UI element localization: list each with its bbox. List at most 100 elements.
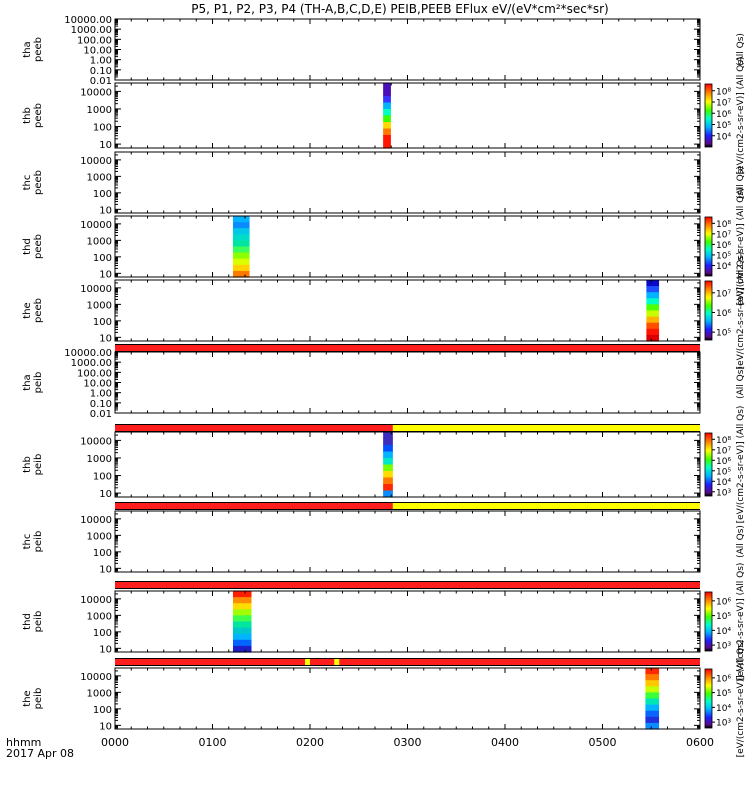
status-bar-segment xyxy=(115,582,700,588)
y-tick-label: 1000.00 xyxy=(71,25,112,36)
y-tick-label: 1000.00 xyxy=(71,358,112,369)
colorbar-tick-label: 10⁴ xyxy=(716,262,731,272)
panel-probe-label: the xyxy=(22,302,33,318)
status-bar-segment xyxy=(334,659,340,665)
spectrogram-cell xyxy=(646,310,660,318)
spectrogram-cell xyxy=(383,432,393,440)
spectrogram-cell xyxy=(645,710,660,718)
x-tick-label: 0600 xyxy=(686,736,714,749)
colorbar-axis-label: (All Qs) xyxy=(736,366,746,399)
y-tick-label: 100 xyxy=(93,472,112,483)
colorbar xyxy=(704,83,713,148)
colorbar-tick-label: 10⁸ xyxy=(716,436,731,446)
colorbar-tick-label: 10⁵ xyxy=(716,467,731,477)
colorbar-tick-label: 10⁵ xyxy=(716,689,731,699)
spectrogram-cell xyxy=(645,668,660,675)
spectrogram-cell xyxy=(383,438,393,446)
spectrogram-cell xyxy=(646,298,660,305)
spectrogram-cell xyxy=(645,680,660,687)
panel-instrument-label: peeb xyxy=(33,298,44,323)
y-tick-label: 10 xyxy=(99,269,112,280)
spectrogram-cell xyxy=(232,621,252,629)
status-bar-segment xyxy=(115,345,700,351)
y-tick-label: 10000.00 xyxy=(64,15,112,26)
spectrogram-cell xyxy=(232,270,250,278)
spectrogram-cell xyxy=(646,322,660,330)
status-bar-segment xyxy=(305,659,310,665)
spectrogram-cell xyxy=(645,698,660,706)
panel-probe-label: thc xyxy=(22,534,33,550)
chart-title: P5, P1, P2, P3, P4 (TH-A,B,C,D,E) PEIB,P… xyxy=(191,2,608,16)
status-bar-segment xyxy=(310,659,335,665)
panel-frame xyxy=(114,18,701,81)
spectrogram-cell xyxy=(383,122,391,130)
status-bar-segment xyxy=(392,425,700,431)
spectrogram-cell xyxy=(232,639,252,647)
y-tick-label: 100.00 xyxy=(77,35,112,46)
spectrogram-cell xyxy=(646,328,660,336)
y-tick-label: 100 xyxy=(93,705,112,716)
spectrogram-cell xyxy=(232,609,252,616)
spectrogram-cell xyxy=(646,304,660,312)
spectrogram-cell xyxy=(645,722,660,730)
colorbar-axis-label: [eV/(cm2-s-sr-eV)] (All Qs) xyxy=(736,188,746,306)
colorbar xyxy=(704,216,713,277)
colorbar-tick-label: 10⁴ xyxy=(716,132,731,142)
colorbar-axis-label: (All Qs) xyxy=(736,525,746,558)
spectrogram-cell xyxy=(383,83,391,91)
colorbar-tick-label: 10³ xyxy=(716,719,731,729)
colorbar-tick-label: 10⁷ xyxy=(716,230,731,240)
y-tick-label: 100 xyxy=(93,123,112,134)
colorbar-axis-label: [eV/(cm2-s-sr-eV)] (All Qs) xyxy=(736,57,746,175)
y-tick-label: 0.01 xyxy=(90,409,112,420)
colorbar-axis-label: [eV/(cm2-s-sr-eV)] (All Qs) xyxy=(736,252,746,370)
y-tick-label: 1000 xyxy=(87,531,112,542)
colorbar-axis-label: (All Qs) xyxy=(736,33,746,66)
y-tick-label: 10.00 xyxy=(83,379,112,390)
panel-instrument-label: peeb xyxy=(33,234,44,259)
y-tick-label: 10 xyxy=(99,140,112,151)
colorbar xyxy=(704,668,713,729)
panel-frame xyxy=(114,215,701,278)
spectrogram-cell xyxy=(383,89,391,97)
y-tick-label: 0.10 xyxy=(90,66,112,77)
colorbar-tick-label: 10⁷ xyxy=(716,99,731,109)
panel-probe-label: tha xyxy=(22,41,33,57)
spectrogram-cell xyxy=(232,633,252,641)
colorbar-tick-label: 10⁷ xyxy=(716,446,731,456)
panel-instrument-label: peeb xyxy=(33,37,44,62)
status-bar-segment xyxy=(339,659,700,665)
spectrogram-cell xyxy=(383,458,393,466)
panel-frame xyxy=(114,351,701,414)
y-tick-label: 10 xyxy=(99,721,112,732)
y-tick-label: 0.01 xyxy=(90,76,112,87)
spectrogram-cell xyxy=(232,258,250,266)
y-tick-label: 1000 xyxy=(87,236,112,247)
y-tick-label: 1000 xyxy=(87,454,112,465)
spectrogram-cell xyxy=(383,445,393,453)
spectrogram-cell xyxy=(383,141,391,149)
colorbar-tick-label: 10⁸ xyxy=(716,220,731,230)
panel-probe-label: thc xyxy=(22,175,33,191)
panel-frame xyxy=(114,590,701,653)
colorbar-tick-label: 10⁵ xyxy=(716,612,731,622)
spectrogram-cell xyxy=(232,216,250,223)
spectrogram-cell xyxy=(232,252,250,260)
y-tick-label: 100 xyxy=(93,317,112,328)
colorbar-tick-label: 10⁶ xyxy=(716,241,731,251)
spectrogram-cell xyxy=(645,692,660,700)
date-label: 2017 Apr 08 xyxy=(6,747,74,760)
y-tick-label: 10000 xyxy=(80,436,112,447)
spectrogram-cell xyxy=(646,334,660,342)
spectrogram-cell xyxy=(232,240,250,248)
x-tick-label: 0200 xyxy=(296,736,324,749)
y-tick-label: 100 xyxy=(93,548,112,559)
panel-probe-label: thd xyxy=(22,613,33,630)
colorbar-tick-label: 10⁶ xyxy=(716,457,731,467)
status-bar-segment xyxy=(115,503,393,509)
y-tick-label: 10000 xyxy=(80,156,112,167)
colorbar-tick-label: 10⁸ xyxy=(716,87,731,97)
